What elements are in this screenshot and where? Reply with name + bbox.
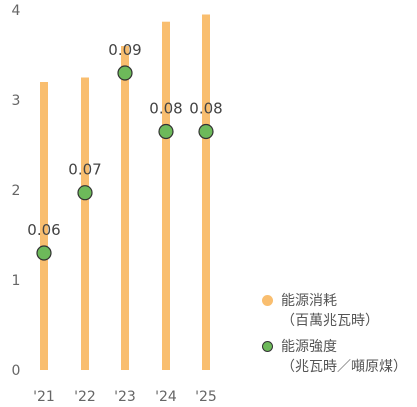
intensity-data-label: 0.08 [149, 100, 182, 118]
intensity-data-label: 0.09 [108, 41, 141, 59]
consumption-bar [202, 14, 210, 370]
legend-item-consumption: 能源消耗 （百萬兆瓦時） [262, 291, 407, 331]
legend-sublabel-consumption: （百萬兆瓦時） [281, 313, 379, 329]
y-tick-label: 2 [12, 183, 21, 199]
intensity-point [158, 123, 174, 140]
y-tick-label: 3 [12, 93, 21, 109]
x-tick-label: '23 [114, 389, 136, 405]
y-tick-label: 4 [12, 3, 21, 19]
legend-sublabel-intensity: （兆瓦時／噸原煤） [281, 359, 407, 375]
legend-label-intensity: 能源強度 [281, 339, 337, 355]
intensity-data-label: 0.06 [27, 221, 60, 239]
legend-swatch-intensity [262, 341, 273, 352]
consumption-bar [121, 46, 129, 370]
consumption-bar [162, 21, 170, 370]
x-tick-label: '21 [33, 389, 55, 405]
y-axis-ticks: 0 1 2 3 4 [12, 3, 21, 379]
intensity-point [36, 245, 52, 261]
intensity-point [198, 123, 214, 140]
intensity-data-label: 0.08 [189, 100, 222, 118]
intensity-point [117, 65, 133, 81]
energy-intensity-points [36, 65, 214, 261]
x-tick-label: '25 [195, 389, 217, 405]
legend-swatch-consumption [262, 295, 273, 306]
x-tick-label: '22 [74, 389, 96, 405]
x-axis-ticks: '21 '22 '23 '24 '25 [33, 389, 217, 405]
intensity-point [77, 185, 93, 201]
consumption-bar [81, 77, 89, 370]
legend-item-intensity: 能源強度 （兆瓦時／噸原煤） [262, 337, 407, 377]
intensity-data-label: 0.07 [68, 161, 101, 179]
energy-intensity-labels: 0.06 0.07 0.09 0.08 0.08 [27, 41, 222, 239]
y-tick-label: 0 [12, 363, 21, 379]
y-tick-label: 1 [12, 273, 21, 289]
legend: 能源消耗 （百萬兆瓦時） 能源強度 （兆瓦時／噸原煤） [262, 291, 407, 377]
energy-consumption-bars [40, 14, 210, 370]
consumption-bar [40, 82, 48, 370]
legend-label-consumption: 能源消耗 [281, 293, 337, 309]
x-tick-label: '24 [155, 389, 177, 405]
